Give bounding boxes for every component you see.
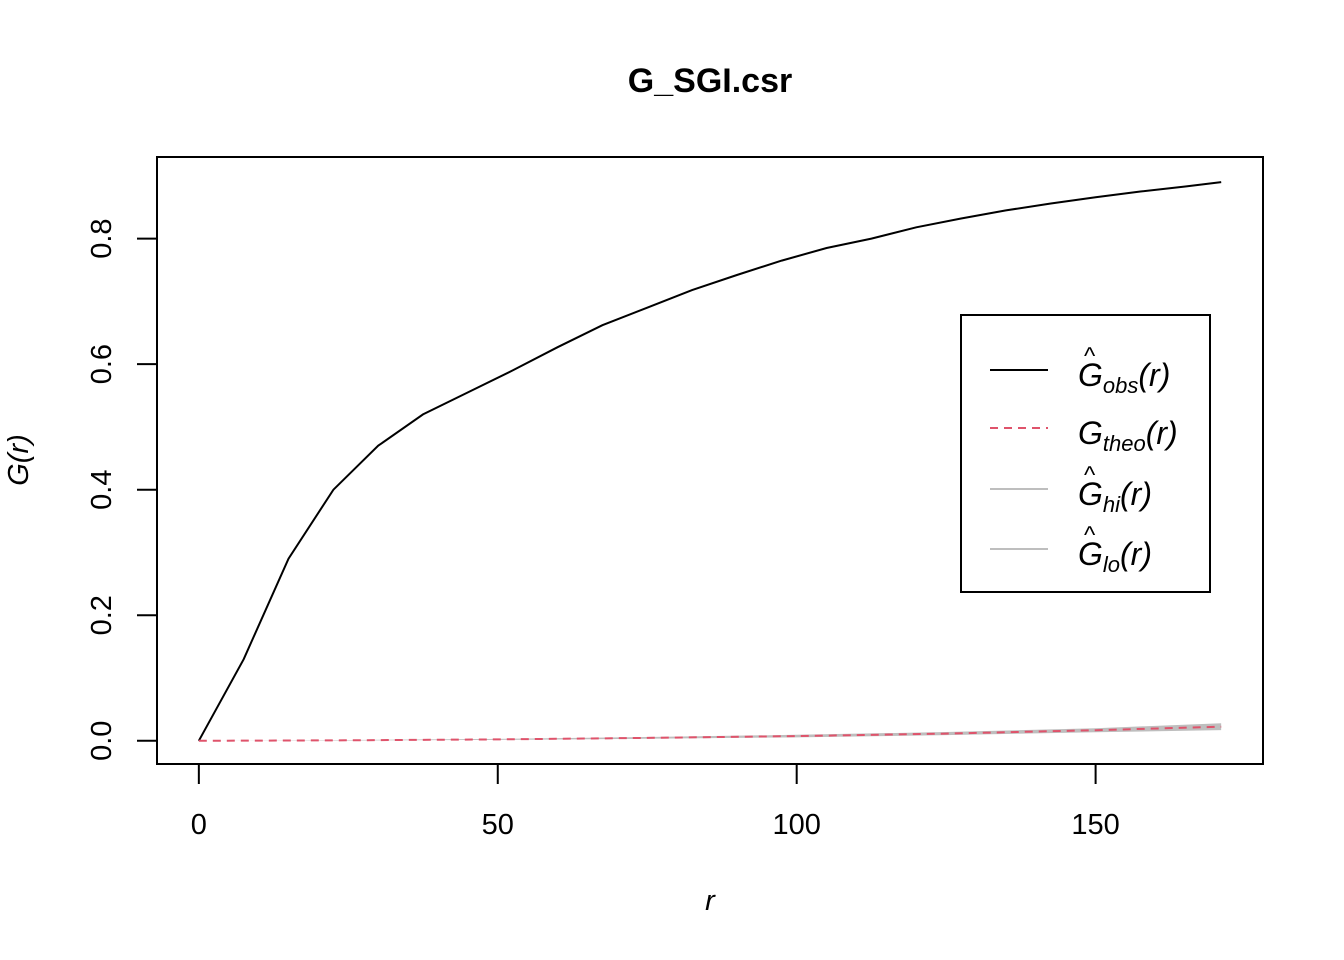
- y-axis-label: G(r): [3, 434, 35, 486]
- y-tick-label: 0.0: [86, 721, 118, 761]
- legend-items: Gobs(r)^Gtheo(r)Ghi(r)^Glo(r)^: [990, 343, 1178, 577]
- series-line-theo: [198, 725, 1222, 742]
- x-tick-label: 100: [772, 809, 820, 841]
- legend-label-obs: Gobs(r): [1078, 357, 1170, 398]
- x-tick-label: 150: [1071, 809, 1119, 841]
- legend-hat-lo: ^: [1084, 522, 1096, 549]
- y-tick-label: 0.6: [86, 344, 118, 384]
- legend-label-lo: Glo(r): [1078, 536, 1152, 577]
- chart-title: G_SGI.csr: [628, 62, 792, 100]
- y-tick-label: 0.2: [86, 595, 118, 635]
- x-axis-label: r: [705, 885, 716, 917]
- series-layer: [197, 181, 1222, 742]
- y-axis: 0.0 0.2 0.4 0.6 0.8: [86, 218, 158, 761]
- legend-hat-hi: ^: [1084, 462, 1096, 489]
- legend-box: [960, 314, 1211, 593]
- legend: Gobs(r)^Gtheo(r)Ghi(r)^Glo(r)^: [960, 314, 1211, 593]
- series-line-obs: [197, 181, 1222, 742]
- legend-label-theo: Gtheo(r): [1078, 415, 1178, 456]
- x-tick-label: 50: [482, 809, 514, 841]
- legend-hat-obs: ^: [1084, 343, 1096, 370]
- y-tick-label: 0.8: [86, 218, 118, 258]
- x-tick-label: 0: [191, 809, 207, 841]
- y-tick-label: 0.4: [86, 470, 118, 510]
- x-axis: 0 50 100 150: [191, 763, 1120, 841]
- legend-label-hi: Ghi(r): [1078, 476, 1152, 517]
